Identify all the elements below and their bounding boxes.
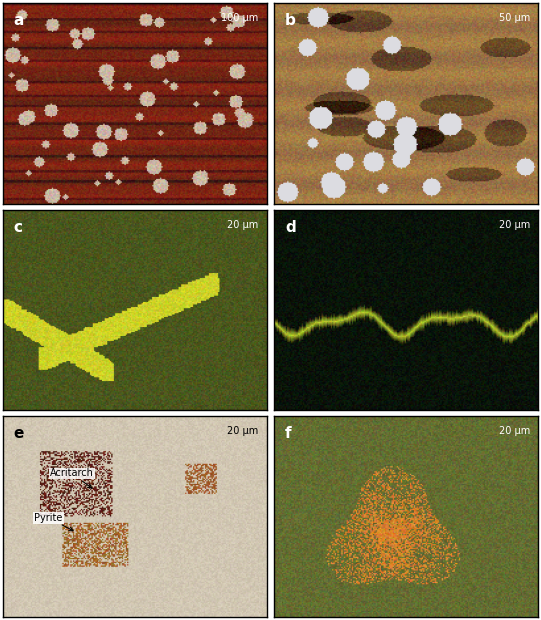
- Text: c: c: [14, 219, 22, 235]
- Text: 20 μm: 20 μm: [499, 427, 530, 436]
- Text: b: b: [285, 13, 296, 28]
- Text: e: e: [14, 427, 24, 441]
- Text: 50 μm: 50 μm: [499, 13, 530, 23]
- Text: a: a: [14, 13, 24, 28]
- Text: 20 μm: 20 μm: [227, 219, 259, 230]
- Text: 20 μm: 20 μm: [499, 219, 530, 230]
- Text: d: d: [285, 219, 296, 235]
- Text: 100 μm: 100 μm: [221, 13, 259, 23]
- Text: Acritarch: Acritarch: [50, 469, 94, 488]
- Text: f: f: [285, 427, 292, 441]
- Text: 20 μm: 20 μm: [227, 427, 259, 436]
- Text: Pyrite: Pyrite: [35, 513, 73, 531]
